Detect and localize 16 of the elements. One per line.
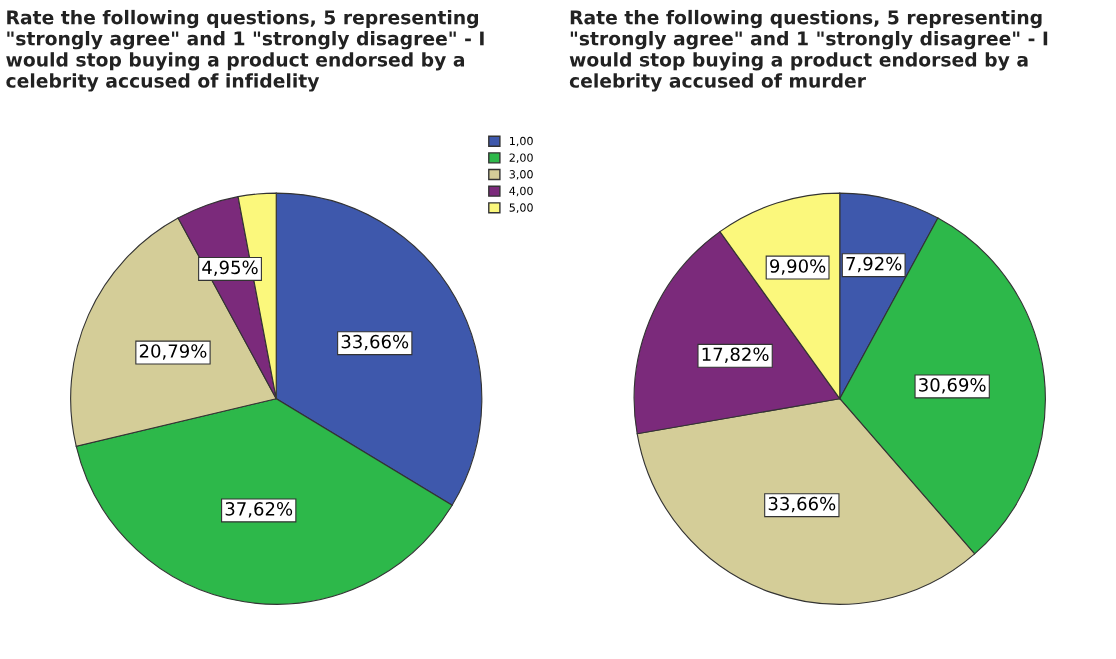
data-label: 4,95%: [202, 260, 258, 276]
data-label: 33,66%: [341, 334, 409, 351]
data-label: 30,69%: [919, 377, 986, 394]
legend-label: 4,00: [509, 186, 533, 197]
chart-title: Rate the following questions, 5 representing "strongly agree" and 1 "strongly disagree" - I would stop buying a product endorsed by a celebrity accused of murder: [569, 9, 1048, 92]
data-label: 37,62%: [225, 502, 293, 518]
data-label: 20,79%: [139, 344, 207, 360]
legend-label: 5,00: [509, 203, 533, 213]
legend-label: 1,00: [510, 136, 533, 147]
data-label: 33,66%: [768, 496, 836, 513]
chart-title: Rate the following questions, 5 representing "strongly agree" and 1 "strongly disagree" - I would stop buying a product endorsed by a celebrity accused of infidelity: [6, 9, 484, 92]
legend-label: 2,00: [509, 153, 533, 163]
data-label: 17,82%: [702, 347, 769, 363]
data-label: 7,92%: [846, 256, 902, 273]
legend-label: 3,00: [509, 170, 533, 180]
data-label: 9,90%: [770, 259, 826, 275]
